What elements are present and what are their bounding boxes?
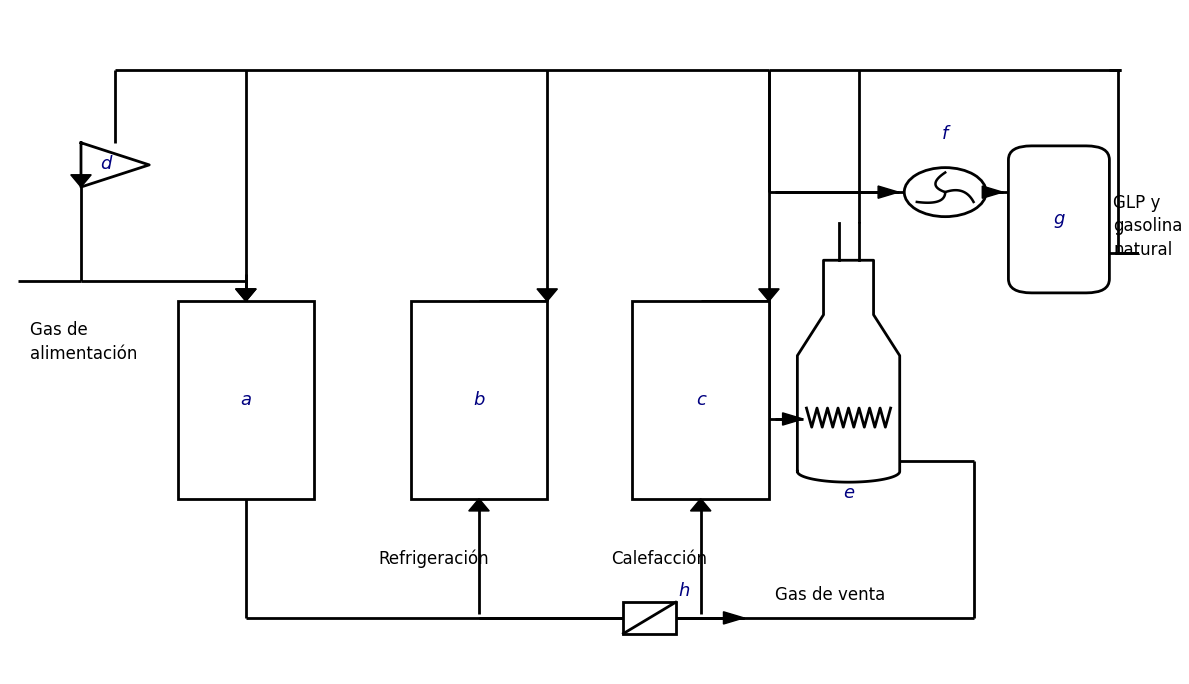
Text: c: c	[696, 391, 705, 409]
Text: Gas de
alimentación: Gas de alimentación	[30, 321, 137, 363]
Text: Refrigeración: Refrigeración	[378, 550, 489, 568]
Text: b: b	[473, 391, 485, 409]
Bar	[177, 301, 314, 499]
Polygon shape	[782, 413, 803, 425]
Polygon shape	[537, 289, 558, 301]
Text: g: g	[1053, 211, 1064, 228]
Polygon shape	[235, 289, 256, 301]
Polygon shape	[723, 611, 744, 624]
Polygon shape	[691, 499, 711, 511]
Text: d: d	[100, 155, 112, 172]
FancyBboxPatch shape	[1008, 146, 1109, 293]
Polygon shape	[879, 186, 899, 198]
Bar	[623, 602, 675, 633]
Text: GLP y
gasolina
natural: GLP y gasolina natural	[1113, 194, 1183, 259]
Bar	[410, 301, 547, 499]
Text: Calefacción: Calefacción	[611, 550, 706, 568]
Text: f: f	[942, 125, 949, 143]
Polygon shape	[759, 289, 779, 301]
Text: h: h	[678, 581, 690, 599]
Text: e: e	[843, 484, 854, 502]
Polygon shape	[71, 174, 92, 187]
Bar	[633, 301, 769, 499]
Polygon shape	[1146, 248, 1166, 259]
Polygon shape	[81, 143, 149, 187]
Polygon shape	[468, 499, 489, 511]
Polygon shape	[235, 289, 256, 301]
Text: Gas de venta: Gas de venta	[774, 586, 885, 604]
Polygon shape	[982, 186, 1002, 198]
Text: a: a	[240, 391, 251, 409]
